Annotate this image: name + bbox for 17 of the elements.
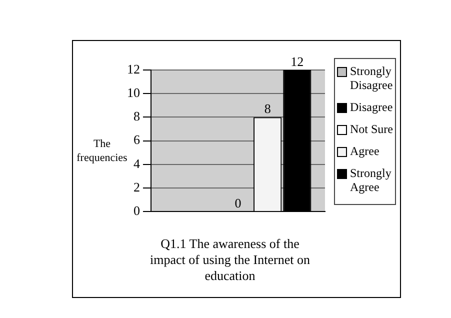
legend-label: Agree xyxy=(350,144,380,158)
x-axis-title: Q1.1 The awareness of the impact of using the Internet on education xyxy=(150,236,310,284)
y-tick-label: 12 xyxy=(127,61,140,76)
data-label: 12 xyxy=(290,54,304,69)
legend-label: Disagree xyxy=(350,100,393,114)
y-tick-label: 10 xyxy=(127,85,140,100)
legend-label: Strongly Disagree xyxy=(350,64,393,92)
y-tick-label: 0 xyxy=(134,203,140,218)
y-tick-label: 8 xyxy=(134,108,140,124)
y-axis-title: The frequencies xyxy=(76,137,128,165)
data-label: 0 xyxy=(234,196,242,211)
legend-label: Strongly Agree xyxy=(350,166,392,194)
y-tick-label: 4 xyxy=(134,156,140,171)
legend-label: Not Sure xyxy=(350,122,393,136)
y-tick-label: 6 xyxy=(134,132,140,148)
y-tick-label: 2 xyxy=(134,179,140,194)
data-label: 8 xyxy=(264,101,271,116)
